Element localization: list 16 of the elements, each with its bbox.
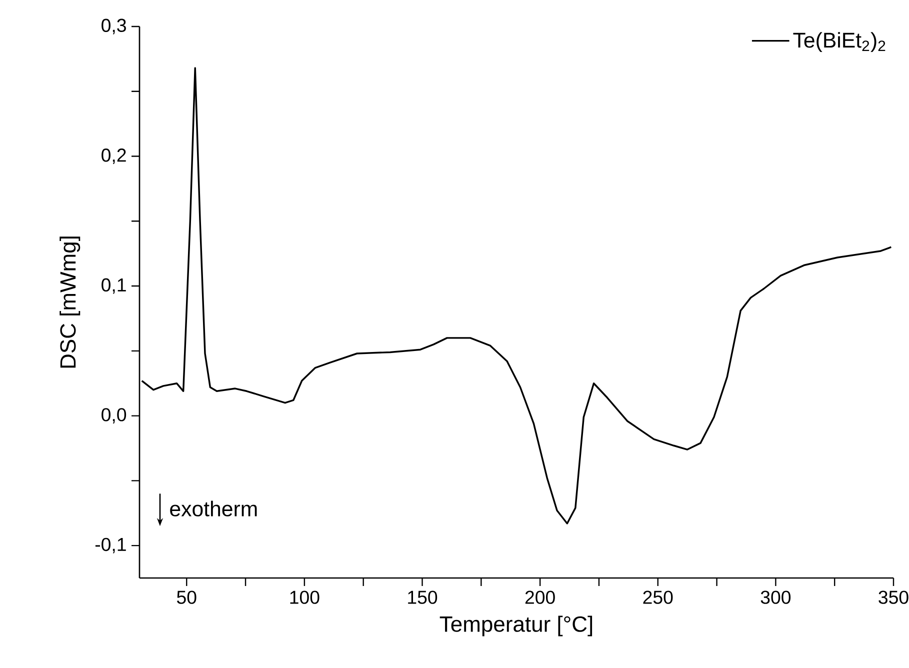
- x-tick-label: 100: [290, 590, 320, 604]
- x-tick-label: 200: [525, 590, 555, 604]
- legend-label: Te(BiEt$_{2}$)$_{2}$: [793, 32, 886, 52]
- x-tick-label: 350: [878, 590, 908, 604]
- y-tick-label: 0,1: [102, 278, 126, 294]
- y-tick-label: 0,0: [102, 408, 126, 424]
- y-tick-label: -0,1: [95, 538, 126, 554]
- y-tick-label: 0,3: [102, 18, 126, 34]
- x-tick-label: 150: [408, 590, 438, 604]
- x-tick-label: 300: [760, 590, 791, 604]
- y-axis-title: DSC [mWmg]: [60, 236, 80, 368]
- annotation: exotherm: [170, 500, 257, 516]
- y-tick-label: 0,2: [102, 148, 126, 164]
- x-tick-label: 250: [643, 590, 673, 604]
- x-axis-title: Temperatur [°C]: [440, 616, 592, 636]
- x-tick-label: 50: [176, 590, 196, 604]
